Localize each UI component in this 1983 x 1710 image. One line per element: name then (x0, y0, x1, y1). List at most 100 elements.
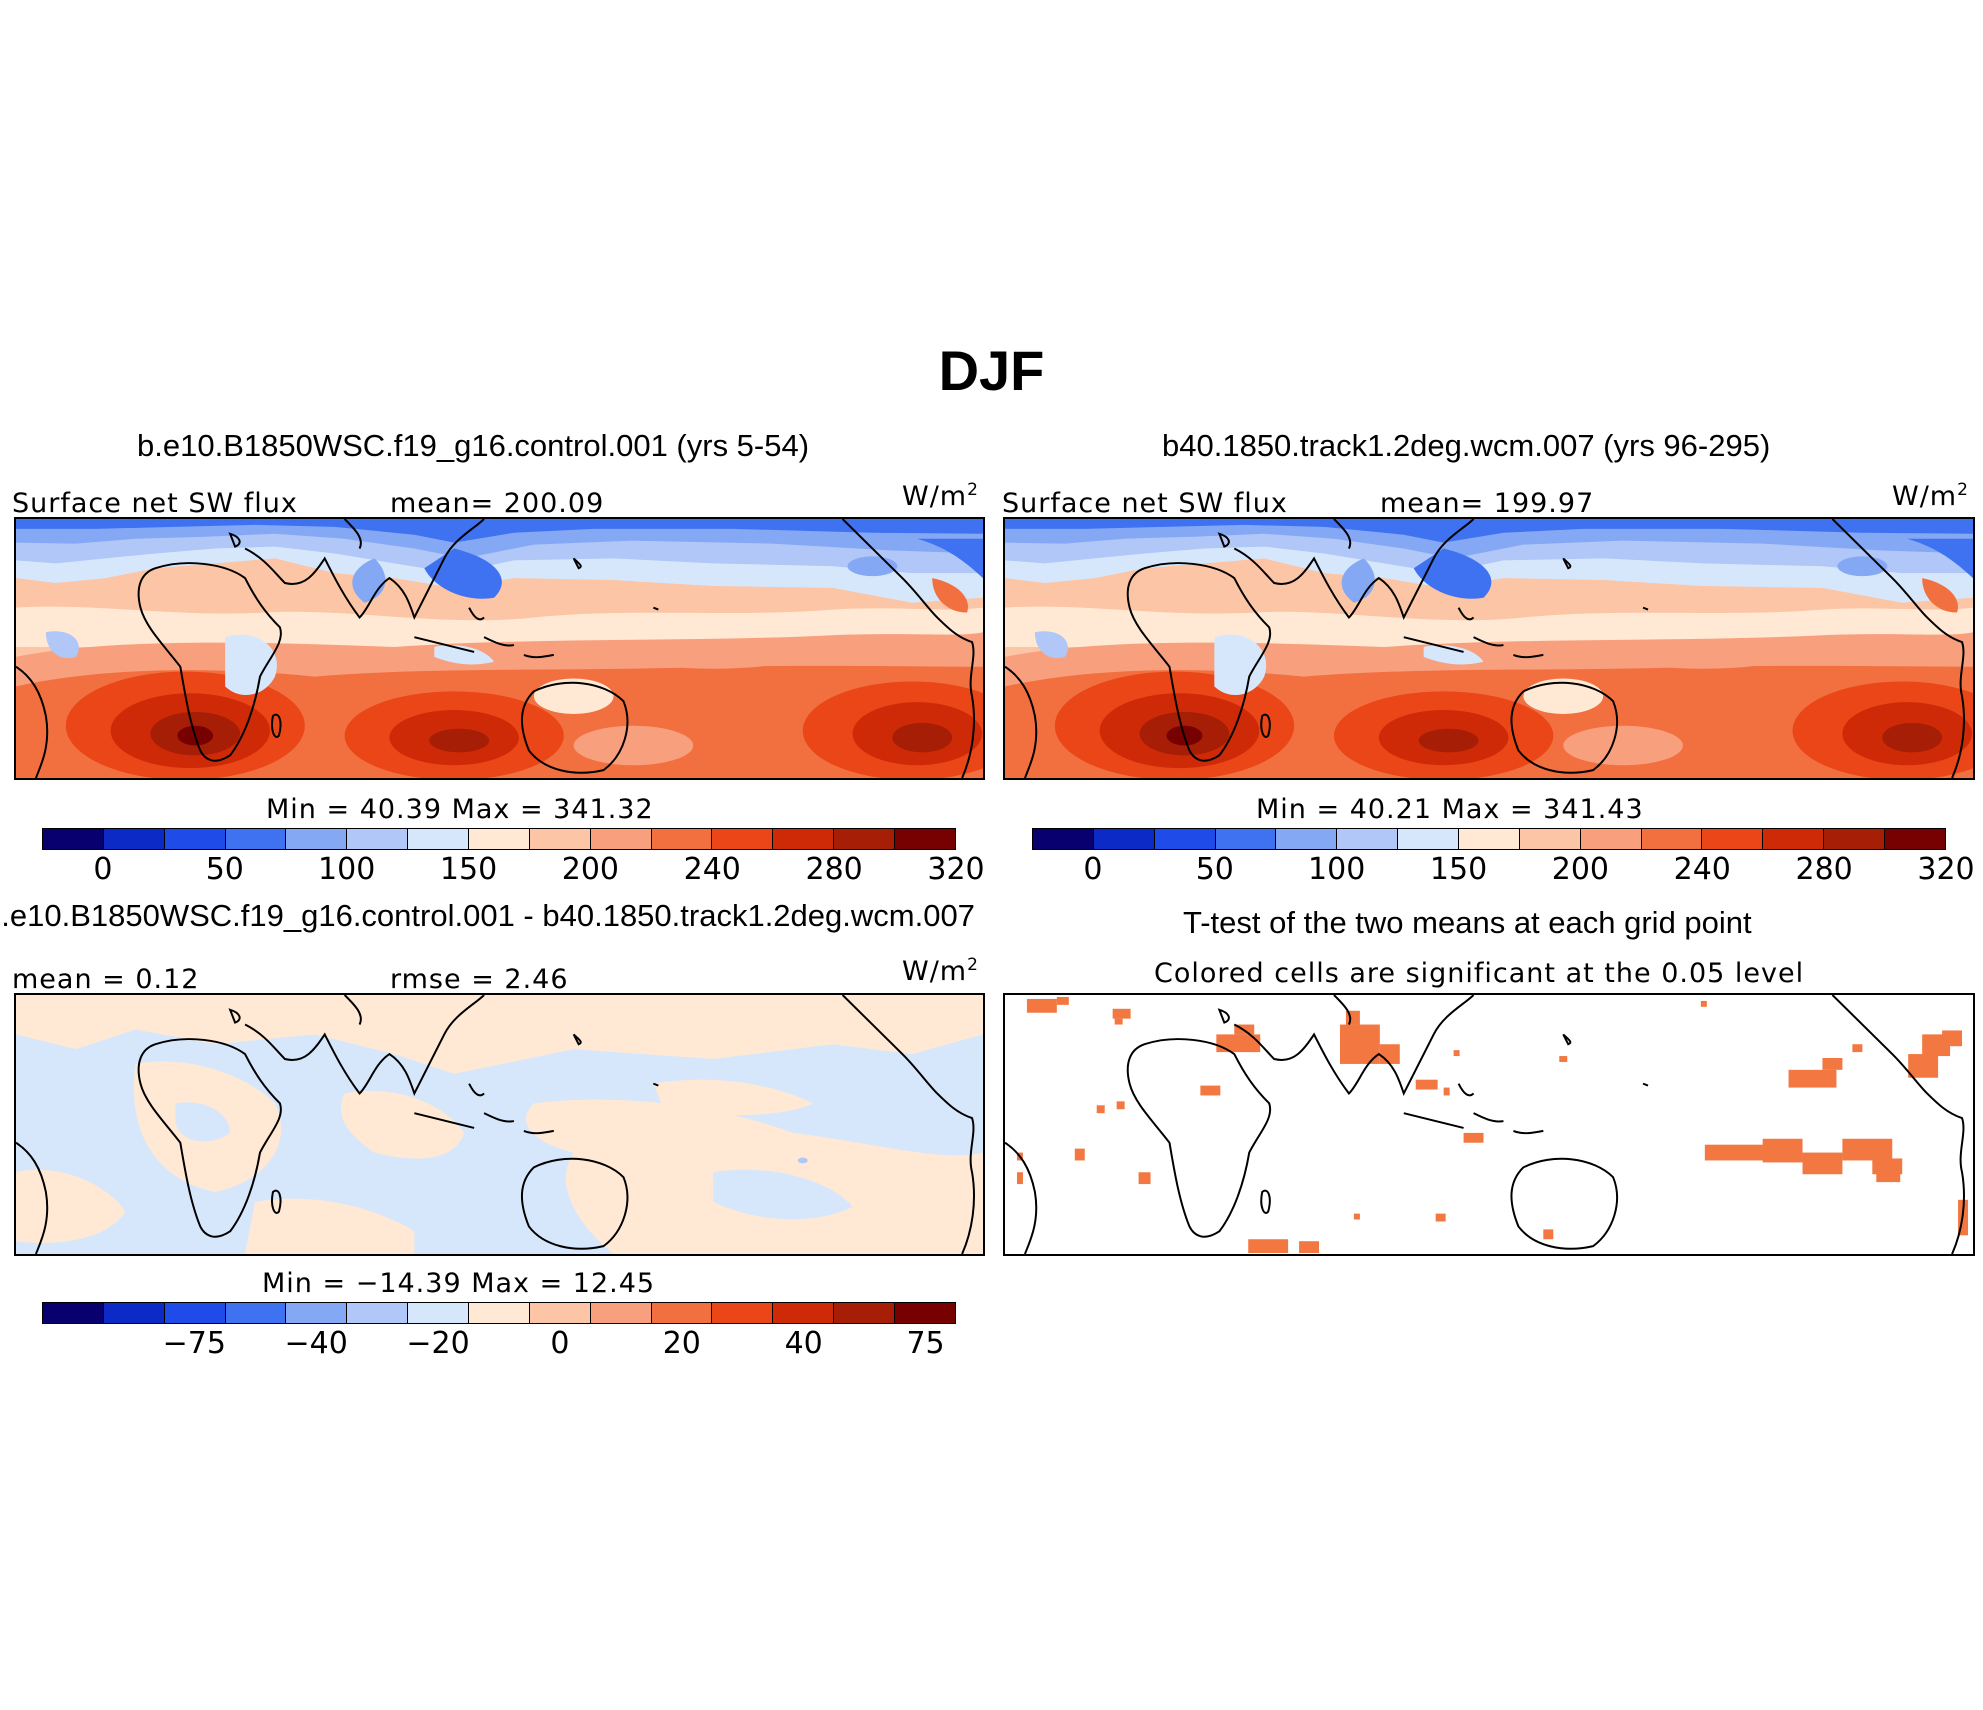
colorbar-box-3 (225, 1303, 287, 1323)
colorbar-box-10 (651, 829, 713, 849)
colorbar-box-2 (164, 829, 226, 849)
colorbar-tick-label: 20 (662, 1326, 701, 1361)
colorbar-box-8 (529, 829, 591, 849)
colorbar-tick-label: 280 (805, 852, 863, 887)
panel-d-subtitle: Colored cells are significant at the 0.0… (1154, 958, 1805, 989)
significant-cells (1016, 996, 1969, 1254)
colorbar-box-6 (1398, 829, 1460, 849)
colorbar-tick-label: 100 (318, 852, 376, 887)
panel-a-colorbar (42, 828, 956, 850)
panel-b-title: b40.1850.track1.2deg.wcm.007 (yrs 96-295… (1162, 428, 1771, 463)
colorbar-box-3 (225, 829, 287, 849)
colorbar-tick-label: 0 (550, 1326, 570, 1361)
panel-a-mean: mean= 200.09 (390, 488, 605, 519)
panel-b-map (1003, 517, 1975, 780)
panel-a-units: W/m2 (902, 480, 979, 512)
colorbar-box-6 (408, 1303, 470, 1323)
colorbar-box-7 (469, 1303, 530, 1323)
colorbar-box-1 (103, 1303, 165, 1323)
colorbar-tick-label: 200 (561, 852, 620, 887)
colorbar-box-0 (43, 1303, 104, 1323)
panel-b-colorbar (1032, 828, 1946, 850)
colorbar-box-10 (651, 1303, 713, 1323)
colorbar-box-12 (1763, 829, 1825, 849)
panel-a-map (14, 517, 985, 780)
colorbar-box-11 (712, 829, 774, 849)
figure-title: DJF (938, 339, 1045, 402)
colorbar-tick-label: 50 (1195, 852, 1234, 887)
panel-d-title: T-test of the two means at each grid poi… (1183, 905, 1752, 940)
colorbar-box-9 (590, 829, 652, 849)
panel-d-significance-field (1005, 995, 1969, 1254)
colorbar-tick-label: −20 (406, 1326, 470, 1361)
colorbar-box-3 (1215, 829, 1277, 849)
colorbar-box-4 (286, 1303, 348, 1323)
colorbar-box-5 (347, 829, 409, 849)
colorbar-tick-label: 200 (1551, 852, 1610, 887)
colorbar-box-8 (1519, 829, 1581, 849)
colorbar-box-13 (1824, 829, 1886, 849)
colorbar-tick-label: 320 (927, 852, 985, 887)
colorbar-tick-label: 150 (1429, 852, 1488, 887)
panel-b-units: W/m2 (1892, 480, 1969, 512)
colorbar-tick-label: 0 (1083, 852, 1103, 887)
colorbar-tick-label: −40 (284, 1326, 348, 1361)
colorbar-box-6 (408, 829, 470, 849)
panel-c-units: W/m2 (902, 955, 979, 987)
colorbar-box-9 (590, 1303, 652, 1323)
colorbar-box-1 (1093, 829, 1155, 849)
panel-c-colorbar-ticks: −75 −40 −20 0 20 40 75 (0, 1326, 1983, 1366)
colorbar-box-4 (286, 829, 348, 849)
panel-d-map (1003, 993, 1975, 1256)
colorbar-box-2 (164, 1303, 226, 1323)
panel-c-difference-field (16, 995, 983, 1254)
panel-c-map (14, 993, 985, 1256)
colorbar-box-2 (1154, 829, 1216, 849)
panel-b-mean: mean= 199.97 (1380, 488, 1595, 519)
panel-c-mean: mean = 0.12 (12, 964, 200, 995)
colorbar-box-0 (43, 829, 104, 849)
panel-a-variable: Surface net SW flux (12, 488, 298, 519)
panel-c-title-clip: b.e10.B1850WSC.f19_g16.control.001 - b40… (0, 898, 1000, 942)
colorbar-box-5 (347, 1303, 409, 1323)
colorbar-box-5 (1337, 829, 1399, 849)
panel-c-title: b.e10.B1850WSC.f19_g16.control.001 - b40… (0, 898, 975, 933)
colorbar-tick-label: 100 (1308, 852, 1366, 887)
colorbar-box-1 (103, 829, 165, 849)
colorbar-box-10 (1641, 829, 1703, 849)
panel-c-rmse: rmse = 2.46 (390, 964, 569, 995)
colorbar-box-14 (895, 1303, 955, 1323)
colorbar-tick-label: 40 (784, 1326, 823, 1361)
colorbar-box-14 (895, 829, 955, 849)
colorbar-tick-label: 240 (683, 852, 741, 887)
colorbar-tick-label: 50 (205, 852, 244, 887)
panel-b-colorbar-ticks: 0 50 100 150 200 240 280 320 (0, 852, 1983, 892)
colorbar-box-8 (529, 1303, 591, 1323)
panel-b-sw-flux-field (1005, 519, 1973, 778)
colorbar-box-12 (773, 829, 835, 849)
colorbar-box-0 (1033, 829, 1094, 849)
colorbar-box-7 (469, 829, 530, 849)
colorbar-tick-label: 280 (1795, 852, 1853, 887)
colorbar-tick-label: 75 (906, 1326, 945, 1361)
colorbar-box-11 (712, 1303, 774, 1323)
colorbar-box-4 (1276, 829, 1338, 849)
colorbar-tick-label: −75 (162, 1326, 226, 1361)
colorbar-box-13 (834, 829, 896, 849)
colorbar-tick-label: 240 (1673, 852, 1731, 887)
panel-a-colorbar-ticks: 0 50 100 150 200 240 280 320 (0, 852, 1983, 892)
colorbar-tick-label: 0 (93, 852, 113, 887)
panel-a-title: b.e10.B1850WSC.f19_g16.control.001 (yrs … (137, 428, 810, 463)
colorbar-box-14 (1885, 829, 1945, 849)
panel-a-minmax: Min = 40.39 Max = 341.32 (266, 794, 654, 825)
colorbar-tick-label: 150 (439, 852, 498, 887)
colorbar-box-13 (834, 1303, 896, 1323)
colorbar-box-7 (1459, 829, 1520, 849)
panel-b-variable: Surface net SW flux (1002, 488, 1288, 519)
panel-b-minmax: Min = 40.21 Max = 341.43 (1256, 794, 1644, 825)
panel-c-colorbar (42, 1302, 956, 1324)
colorbar-tick-label: 320 (1917, 852, 1975, 887)
panel-a-sw-flux-field (16, 519, 983, 778)
colorbar-box-11 (1702, 829, 1764, 849)
colorbar-box-9 (1580, 829, 1642, 849)
